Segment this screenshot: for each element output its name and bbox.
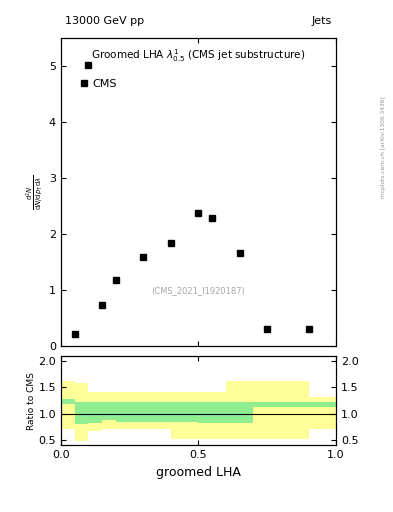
- Text: mcplots.cern.ch [arXiv:1306.3436]: mcplots.cern.ch [arXiv:1306.3436]: [381, 96, 386, 198]
- Text: Groomed LHA $\lambda^{1}_{0.5}$ (CMS jet substructure): Groomed LHA $\lambda^{1}_{0.5}$ (CMS jet…: [91, 48, 306, 65]
- Legend: CMS: CMS: [75, 75, 121, 94]
- Text: 13000 GeV pp: 13000 GeV pp: [65, 15, 144, 26]
- X-axis label: groomed LHA: groomed LHA: [156, 466, 241, 479]
- Text: (CMS_2021_I1920187): (CMS_2021_I1920187): [152, 286, 245, 295]
- Y-axis label: $\frac{\mathrm{d}^2 N}{\mathrm{d}N / \mathrm{d}p_\mathrm{T}\, \mathrm{d}\lambda}: $\frac{\mathrm{d}^2 N}{\mathrm{d}N / \ma…: [24, 175, 45, 209]
- Text: Jets: Jets: [312, 15, 332, 26]
- Y-axis label: Ratio to CMS: Ratio to CMS: [26, 372, 35, 430]
